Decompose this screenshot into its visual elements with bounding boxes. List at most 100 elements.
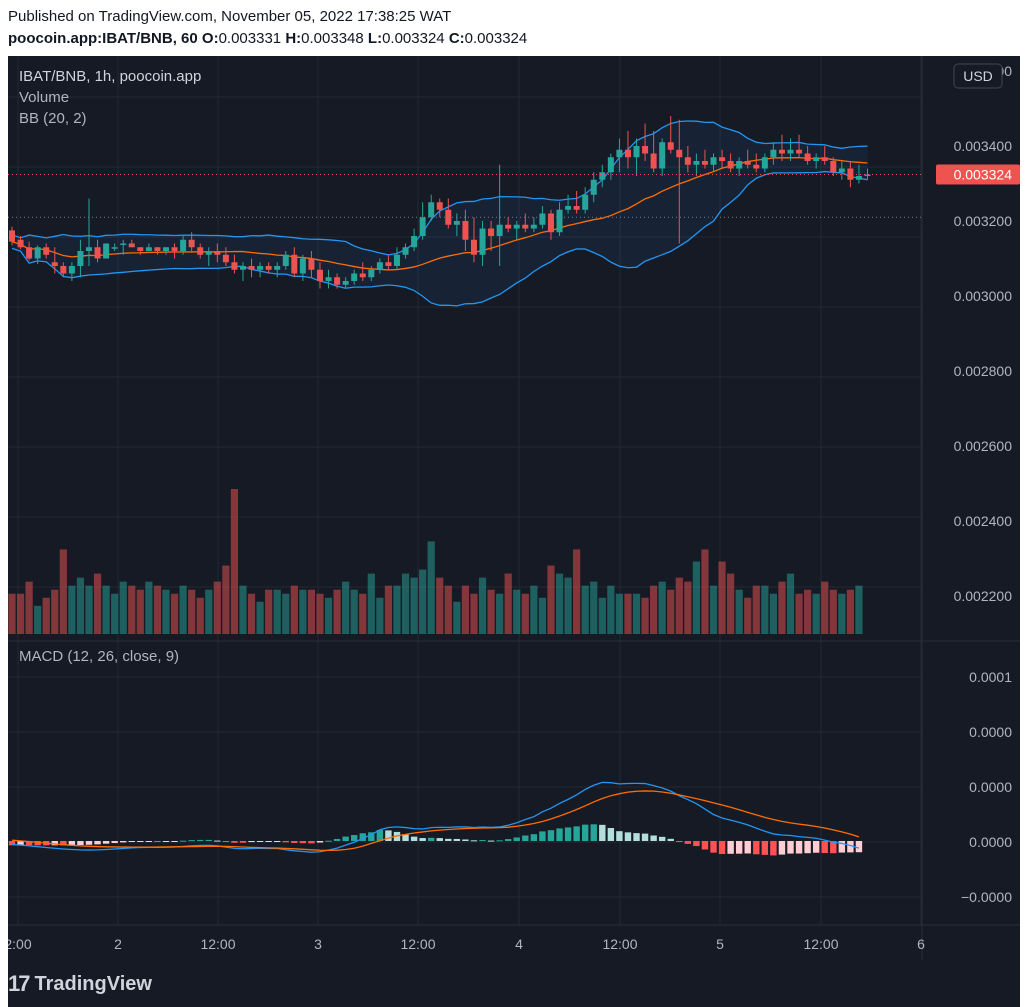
legend-title: IBAT/BNB, 1h, poocoin.app <box>19 68 201 85</box>
macd-histogram-bar <box>188 840 195 842</box>
volume-bar <box>701 549 709 634</box>
volume-bar <box>812 593 820 634</box>
macd-histogram-bar <box>154 841 161 842</box>
time-tick-label: 12:00 <box>602 936 637 952</box>
macd-histogram-bar <box>351 835 358 841</box>
volume-bar <box>786 573 795 634</box>
candle-body <box>308 258 315 270</box>
candle-body <box>299 258 306 274</box>
time-tick-label: 12:00 <box>803 936 838 952</box>
volume-bar <box>376 597 384 634</box>
macd-histogram-bar <box>17 841 24 846</box>
volume-bar <box>136 589 144 634</box>
macd-histogram-bar <box>410 836 418 841</box>
candle-body <box>701 161 708 165</box>
volume-bar <box>530 585 538 634</box>
candle-body <box>693 161 700 165</box>
volume-bar <box>401 573 410 634</box>
volume-bar <box>162 589 170 634</box>
volume-bar <box>34 605 42 634</box>
macd-histogram-bar <box>607 827 615 841</box>
volume-bar <box>624 593 632 634</box>
candle-body <box>34 247 41 259</box>
legend-volume: Volume <box>19 89 69 106</box>
time-tick-label: 12:00 <box>200 936 235 952</box>
volume-bar <box>769 593 777 634</box>
tradingview-logo-icon: 17 <box>8 971 31 996</box>
candle-body <box>154 247 161 251</box>
last-price-tag: 0.003324 <box>936 164 1020 185</box>
candle-body <box>453 221 460 225</box>
macd-histogram-bar <box>778 841 786 855</box>
volume-bar <box>487 589 495 634</box>
candle-body <box>68 266 75 274</box>
candle-body <box>376 262 383 270</box>
candle-body <box>419 217 426 236</box>
macd-histogram-bar <box>787 841 794 854</box>
macd-histogram-bar <box>102 841 110 844</box>
candle-body <box>188 239 195 248</box>
volume-bar <box>333 589 341 634</box>
volume-bar <box>196 597 204 634</box>
candle-body <box>573 206 580 210</box>
candle-body <box>676 149 683 158</box>
price-axis-labels: 0.0036000.0034000.0032000.0030000.002800… <box>954 63 1013 604</box>
candle-body <box>513 224 520 229</box>
macd-histogram-bar <box>445 838 452 841</box>
time-tick-label: 2:00 <box>8 936 32 952</box>
published-line: Published on TradingView.com, November 0… <box>8 8 452 25</box>
candle-body <box>43 247 50 255</box>
macd-histogram-bar <box>282 841 289 843</box>
volume-bar <box>598 597 606 634</box>
macd-pane <box>8 781 863 856</box>
macd-histogram-bar <box>137 841 144 842</box>
volume-bar <box>85 585 93 634</box>
volume-bar <box>581 585 589 634</box>
candle-body <box>727 161 734 169</box>
volume-bar <box>521 593 529 634</box>
macd-histogram-bar <box>120 841 127 843</box>
volume-bar <box>128 585 136 634</box>
volume-bar <box>410 577 418 634</box>
candle-body <box>111 247 118 249</box>
chart-container[interactable]: 0.0036000.0034000.0032000.0030000.002800… <box>8 56 1020 960</box>
volume-bar <box>342 581 350 634</box>
volume-bar <box>307 589 316 634</box>
macd-histogram-bar <box>51 841 58 846</box>
volume-bar <box>145 581 153 634</box>
tradingview-brand[interactable]: 17 TradingView <box>8 971 152 997</box>
low-label: L: <box>367 30 383 47</box>
volume-bar <box>513 589 521 634</box>
macd-histogram-bar <box>462 839 469 841</box>
volume-bar <box>205 589 213 634</box>
candle-body <box>94 247 101 259</box>
candle-body <box>51 262 58 266</box>
macd-histogram-bar <box>162 841 170 842</box>
volume-bar <box>846 589 854 634</box>
volume-bar <box>692 561 700 634</box>
price-tick-label: 0.002800 <box>954 363 1013 379</box>
volume-bar <box>744 597 752 634</box>
volume-bar <box>273 589 281 634</box>
volume-bar <box>538 597 547 634</box>
candle-body <box>402 247 409 255</box>
candle-body <box>582 194 589 210</box>
currency-button[interactable]: USD <box>953 63 1003 89</box>
macd-histogram-bar <box>85 841 93 845</box>
macd-histogram-bar <box>214 840 221 842</box>
macd-histogram-bar <box>239 841 247 843</box>
volume-bar <box>265 589 273 634</box>
volume-bar <box>718 561 726 634</box>
macd-histogram-bar <box>539 831 546 841</box>
macd-histogram-bar <box>111 841 118 844</box>
legend-macd: MACD (12, 26, close, 9) <box>19 648 179 665</box>
macd-histogram-bar <box>855 841 863 853</box>
macd-histogram-bar <box>256 841 264 842</box>
volume-bar <box>93 573 102 634</box>
macd-histogram-bar <box>368 832 375 841</box>
macd-histogram-bar <box>658 836 666 841</box>
candle-body <box>624 149 631 158</box>
currency-label[interactable]: USD <box>963 68 993 84</box>
chart-svg[interactable]: 0.0036000.0034000.0032000.0030000.002800… <box>8 56 1020 960</box>
candle-body <box>633 146 640 158</box>
